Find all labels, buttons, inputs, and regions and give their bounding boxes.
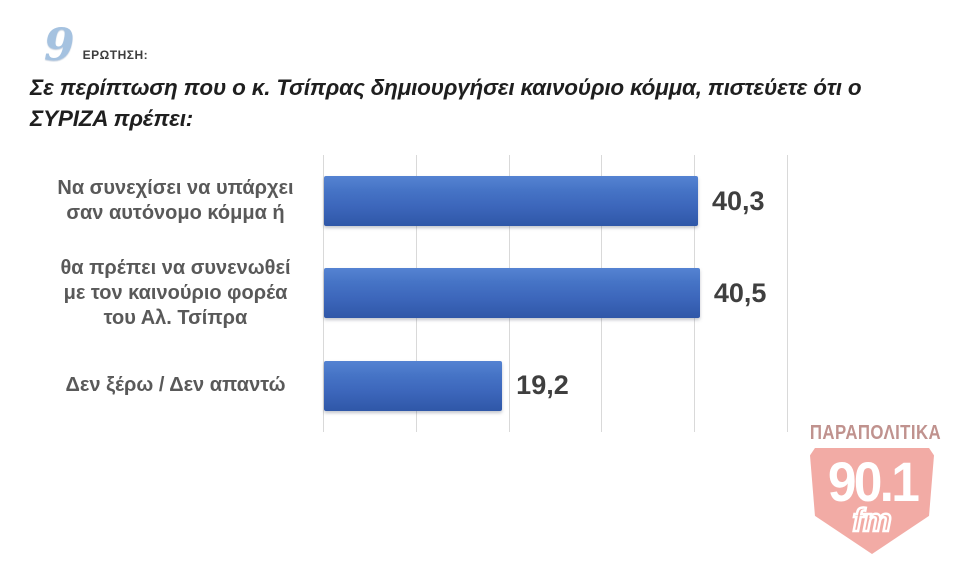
bar-row: 40,3: [323, 155, 787, 247]
category-label-text: Να συνεχίσει να υπάρχει σαν αυτόνομο κόμμ…: [57, 177, 294, 225]
bar-value-label: 19,2: [516, 370, 569, 401]
bar-value-label: 40,3: [711, 185, 765, 216]
gridline: [787, 155, 788, 432]
category-label: Δεν ξέρω / Δεν απαντώ: [33, 340, 318, 432]
bar-chart-plot: 40,3 40,5 19,2: [323, 155, 788, 432]
chart-rows: 40,3 40,5 19,2: [323, 155, 787, 432]
bar: [324, 176, 698, 227]
bar: [324, 360, 503, 411]
radio-logo: ΠΑΡΑΠΟΛΙΤΙΚΑ 90.1 fm: [798, 422, 946, 554]
bar-row: 19,2: [323, 340, 787, 432]
category-labels: Να συνεχίσει να υπάρχει σαν αυτόνομο κόμμ…: [33, 155, 318, 432]
question-header: 9 ΕΡΩΤΗΣΗ:: [44, 24, 148, 68]
question-label: ΕΡΩΤΗΣΗ:: [82, 48, 149, 62]
radio-band-fm: fm: [851, 502, 893, 538]
bar-row: 40,5: [323, 247, 787, 339]
question-number: 9: [44, 20, 75, 71]
category-label: θα πρέπει να συνενωθεί με τον καινούριο φ…: [33, 247, 318, 339]
radio-logo-shield: 90.1 fm: [810, 448, 934, 554]
radio-frequency: 90.1: [827, 450, 919, 513]
category-label: Να συνεχίσει να υπάρχει σαν αυτόνομο κόμμ…: [33, 155, 318, 247]
category-label-text: θα πρέπει να συνενωθεί με τον καινούριο φ…: [60, 256, 291, 329]
chart-title: Σε περίπτωση που ο κ. Τσίπρας δημιουργήσ…: [30, 75, 862, 131]
bar-value-label: 40,5: [713, 277, 767, 308]
gridline: [323, 155, 324, 432]
radio-station-name: ΠΑΡΑΠΟΛΙΤΙΚΑ: [809, 422, 942, 444]
category-label-text: Δεν ξέρω / Δεν απαντώ: [65, 374, 286, 397]
bar: [324, 268, 700, 319]
